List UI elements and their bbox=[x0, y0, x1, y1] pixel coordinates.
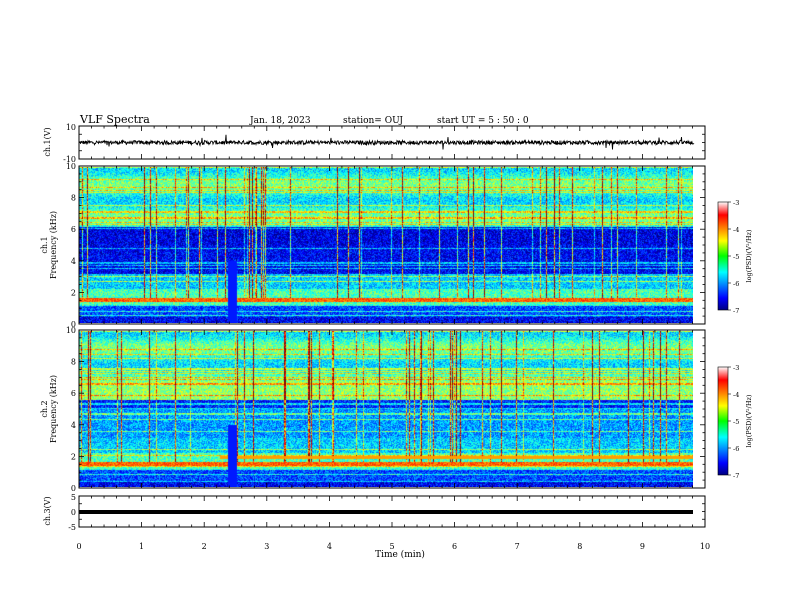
colorbar-tick-label: -4 bbox=[733, 226, 739, 234]
time-tick-label: 7 bbox=[515, 542, 520, 551]
ch3-ytick-middle: 0 bbox=[71, 508, 76, 517]
ch1-ytick-top: 10 bbox=[66, 123, 76, 132]
frequency-tick-label: 2 bbox=[71, 288, 76, 297]
ch2-spectrogram-image bbox=[79, 331, 693, 487]
ch2-frequency-tick-labels: 0 2 4 6 8 10 bbox=[66, 326, 76, 493]
colorbar-tick-label: -6 bbox=[733, 280, 739, 288]
frequency-tick-label: 10 bbox=[66, 326, 76, 335]
ch3-waveform-panel: 5 0 -5 ch.3(V) bbox=[43, 493, 706, 532]
ch2-spectrogram-panel: 0 2 4 6 8 10 ch.2 Frequency (kHz) bbox=[40, 326, 706, 493]
date-label: Jan. 18, 2023 bbox=[249, 116, 311, 126]
frequency-tick-label: 2 bbox=[71, 452, 76, 461]
ch1-waveform-ticks bbox=[78, 125, 706, 160]
frequency-tick-label: 4 bbox=[71, 421, 76, 430]
ch1-frequency-label: Frequency (kHz) bbox=[49, 211, 58, 279]
colorbar-tick-label: -5 bbox=[733, 418, 739, 426]
ch1-frequency-tick-labels: 0 2 4 6 8 10 bbox=[66, 162, 76, 329]
colorbar-tick-label: -3 bbox=[733, 199, 739, 207]
colorbar-tick-label: -4 bbox=[733, 391, 739, 399]
time-axis-tick-labels: 0 1 2 3 4 5 6 7 8 9 10 bbox=[76, 542, 710, 551]
time-tick-label: 4 bbox=[327, 542, 332, 551]
ch2-colorbar: -3 -4 -5 -6 -7 log(PSD)(V²/Hz) bbox=[717, 364, 753, 480]
ch3-ytick-bottom: -5 bbox=[68, 523, 76, 532]
ch2-colorbar-gradient bbox=[717, 366, 729, 476]
ch1-waveform-trace bbox=[78, 134, 695, 150]
time-tick-label: 1 bbox=[139, 542, 144, 551]
ch1-channel-label: ch.1 bbox=[40, 236, 49, 253]
ch1-waveform-line bbox=[78, 134, 695, 150]
time-tick-label: 2 bbox=[202, 542, 207, 551]
colorbar-tick-label: -5 bbox=[733, 253, 739, 261]
figure-title: VLF Spectra bbox=[79, 113, 150, 126]
frequency-tick-label: 0 bbox=[71, 320, 76, 329]
time-tick-label: 6 bbox=[452, 542, 457, 551]
ch3-waveform-ticks bbox=[78, 495, 706, 528]
colorbar-tick-label: -3 bbox=[733, 364, 739, 372]
ch3-waveform-ylabel: ch.3(V) bbox=[43, 496, 52, 525]
colorbar-tick-label: -7 bbox=[733, 307, 739, 315]
ch1-colorbar-label: log(PSD)(V²/Hz) bbox=[745, 229, 753, 282]
ch2-colorbar-tick-labels: -3 -4 -5 -6 -7 bbox=[728, 364, 739, 480]
frequency-tick-label: 4 bbox=[71, 257, 76, 266]
ch1-waveform-panel: 10 -10 ch.1(V) bbox=[43, 123, 706, 164]
colorbar-tick-label: -7 bbox=[733, 472, 739, 480]
start-time-label: start UT = 5 : 50 : 0 bbox=[437, 116, 529, 126]
frequency-tick-label: 8 bbox=[71, 358, 76, 367]
time-tick-label: 3 bbox=[264, 542, 269, 551]
ch1-spectrogram-panel: 0 2 4 6 8 10 ch.1 Frequency (kHz) bbox=[40, 162, 706, 329]
ch1-colorbar-gradient bbox=[717, 201, 729, 311]
time-tick-label: 8 bbox=[577, 542, 582, 551]
frequency-tick-label: 0 bbox=[71, 484, 76, 493]
frequency-tick-label: 10 bbox=[66, 162, 76, 171]
station-label: station= OUJ bbox=[343, 116, 403, 126]
colorbar-tick-label: -6 bbox=[733, 445, 739, 453]
time-tick-label: 0 bbox=[76, 542, 81, 551]
ch3-waveform-trace bbox=[79, 510, 693, 514]
frequency-tick-label: 6 bbox=[71, 389, 76, 398]
time-axis-label: Time (min) bbox=[375, 549, 425, 560]
frequency-tick-label: 8 bbox=[71, 194, 76, 203]
ch1-spectrogram-ticks bbox=[78, 165, 706, 325]
ch1-spectrogram-image bbox=[79, 167, 693, 323]
ch1-colorbar-tick-labels: -3 -4 -5 -6 -7 bbox=[728, 199, 739, 315]
time-tick-label: 10 bbox=[700, 542, 710, 551]
ch2-spectrogram-ticks bbox=[78, 329, 706, 489]
ch2-colorbar-label: log(PSD)(V²/Hz) bbox=[745, 394, 753, 447]
frequency-tick-label: 6 bbox=[71, 225, 76, 234]
ch3-ytick-top: 5 bbox=[71, 493, 76, 502]
ch2-frequency-label: Frequency (kHz) bbox=[49, 375, 58, 443]
ch1-waveform-ylabel: ch.1(V) bbox=[43, 127, 52, 156]
ch1-ytick-bottom: -10 bbox=[63, 155, 76, 164]
ch2-channel-label: ch.2 bbox=[40, 400, 49, 417]
ch1-colorbar: -3 -4 -5 -6 -7 log(PSD)(V²/Hz) bbox=[717, 199, 753, 315]
time-tick-label: 5 bbox=[389, 542, 394, 551]
time-tick-label: 9 bbox=[640, 542, 645, 551]
